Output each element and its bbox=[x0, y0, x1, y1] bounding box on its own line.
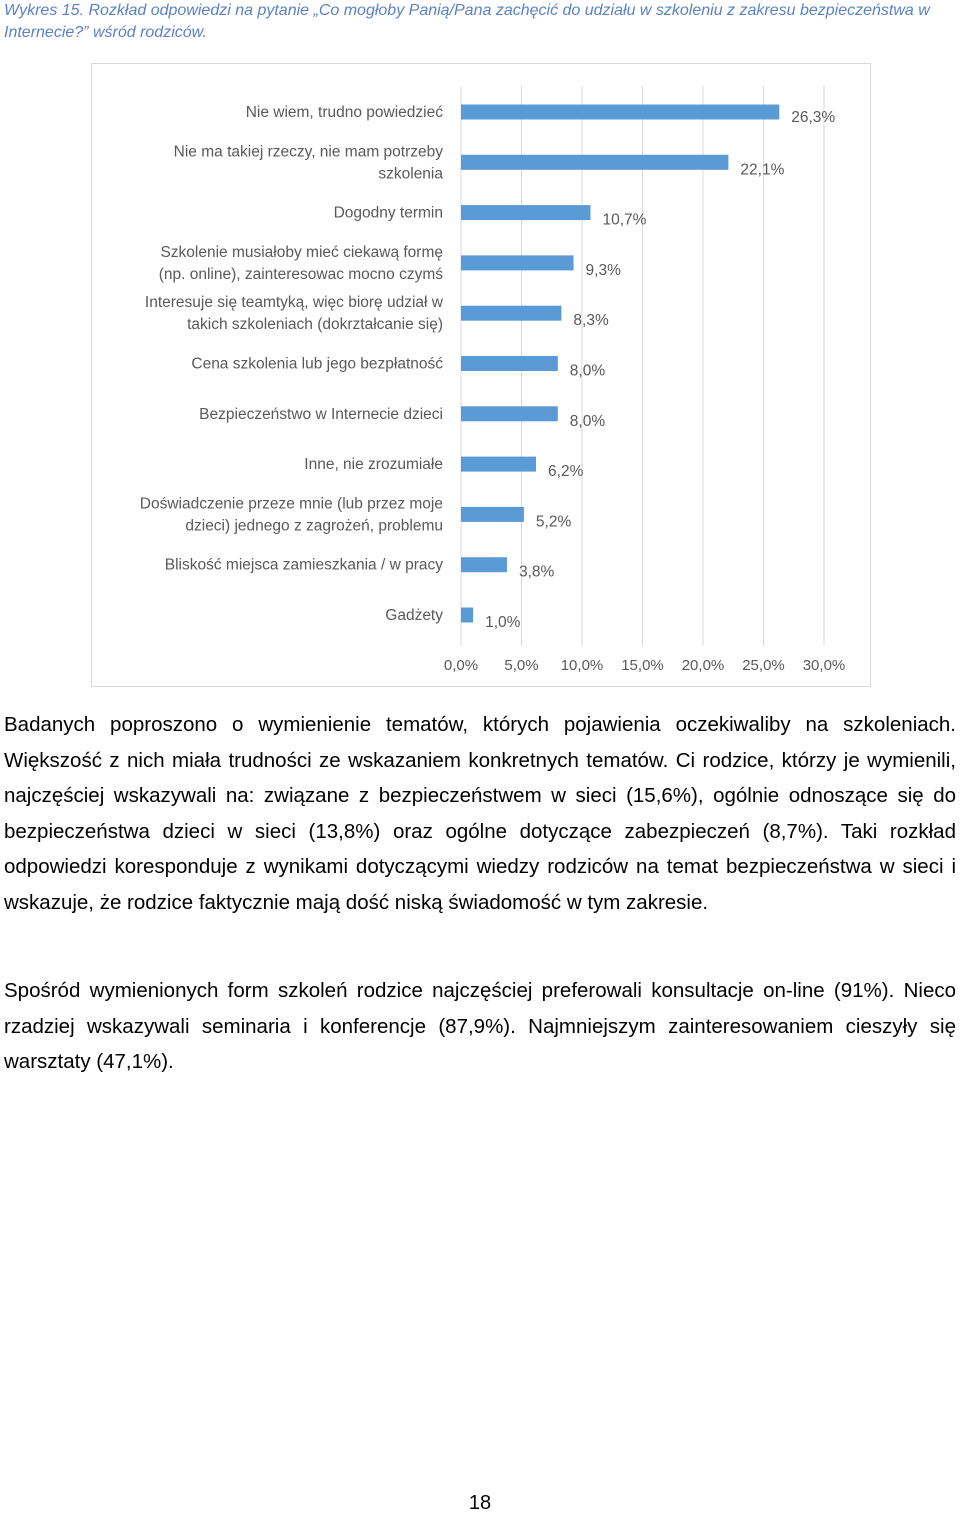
data-label: 8,0% bbox=[570, 363, 606, 380]
paragraph-1: Badanych poproszono o wymienienie temató… bbox=[4, 713, 956, 914]
category-label: Nie wiem, trudno powiedzieć bbox=[246, 104, 444, 121]
chart-frame: 0,0% 5,0% 10,0% 15,0% 20,0% 25,0% 30,0% Nie wie… bbox=[91, 63, 871, 687]
category-label: Inne, nie zrozumiałe bbox=[304, 456, 443, 473]
category-label: Interesuje się teamtyką, więc biorę udzi… bbox=[145, 294, 444, 311]
category-label: Bezpieczeństwo w Internecie dzieci bbox=[199, 406, 443, 423]
data-label: 26,3% bbox=[791, 109, 835, 126]
data-label: 8,0% bbox=[570, 413, 606, 430]
x-tick-label: 0,0% bbox=[444, 657, 478, 674]
page-number: 18 bbox=[468, 1492, 492, 1514]
category-label: Szkolenie musiałoby mieć ciekawą formę bbox=[160, 244, 443, 261]
x-tick-label: 15,0% bbox=[621, 657, 664, 674]
category-label: Dogodny termin bbox=[334, 205, 443, 222]
data-label: 10,7% bbox=[602, 212, 646, 229]
category-label: dzieci) jednego z zagrożeń, problemu bbox=[185, 517, 443, 534]
category-label: Gadżety bbox=[385, 607, 443, 624]
data-label: 8,3% bbox=[573, 312, 609, 329]
category-label: Doświadczenie przeze mnie (lub przez moj… bbox=[140, 495, 443, 512]
bar bbox=[461, 356, 558, 371]
data-label: 22,1% bbox=[740, 161, 784, 178]
category-label: Nie ma takiej rzeczy, nie mam potrzeby bbox=[174, 143, 444, 160]
bar bbox=[461, 255, 574, 271]
category-label: Bliskość miejsca zamieszkania / w pracy bbox=[165, 557, 443, 574]
bar bbox=[461, 506, 524, 522]
bar bbox=[461, 104, 780, 120]
bar bbox=[461, 205, 591, 221]
bar bbox=[461, 406, 558, 422]
category-label: (np. online), zainteresowac mocno czymś bbox=[159, 266, 444, 283]
category-label: szkolenia bbox=[378, 165, 443, 182]
bar-chart: 0,0% 5,0% 10,0% 15,0% 20,0% 25,0% 30,0% Nie wie… bbox=[140, 86, 846, 674]
data-label: 6,2% bbox=[548, 463, 584, 480]
data-label: 3,8% bbox=[519, 564, 555, 581]
paragraph-2: Spośród wymienionych form szkoleń rodzic… bbox=[4, 979, 956, 1073]
category-label: takich szkoleniach (dokrztałcanie się) bbox=[187, 316, 443, 333]
category-label: Cena szkolenia lub jego bezpłatność bbox=[191, 356, 443, 373]
x-tick-label: 5,0% bbox=[504, 657, 538, 674]
data-label: 1,0% bbox=[485, 614, 521, 631]
data-label: 9,3% bbox=[586, 262, 622, 279]
bar bbox=[461, 305, 562, 321]
x-tick-label: 30,0% bbox=[803, 657, 846, 674]
bar bbox=[461, 456, 537, 472]
data-label: 5,2% bbox=[536, 513, 572, 530]
bar bbox=[461, 607, 474, 623]
x-tick-label: 20,0% bbox=[682, 657, 725, 674]
figure-caption: Wykres 15. Rozkład odpowiedzi na pytanie… bbox=[4, 2, 930, 41]
x-tick-label: 25,0% bbox=[742, 657, 785, 674]
bar bbox=[461, 154, 729, 170]
bar bbox=[461, 557, 507, 573]
x-tick-label: 10,0% bbox=[561, 657, 604, 674]
